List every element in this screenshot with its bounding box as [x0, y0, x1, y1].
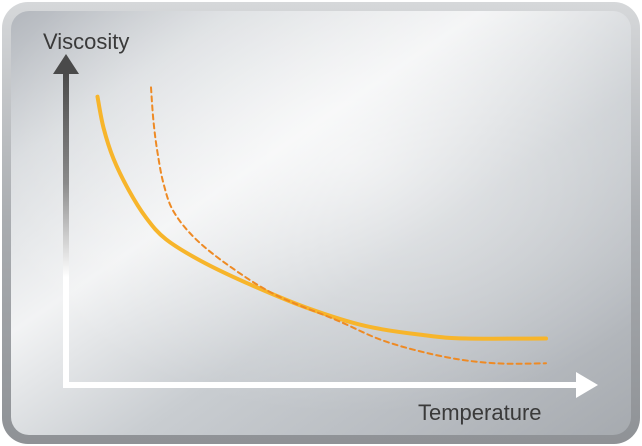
series-line-dashed: [150, 86, 547, 365]
x-axis-label: Temperature: [418, 400, 542, 425]
x-axis-arrow: [576, 372, 598, 398]
plot-sheen: [11, 11, 631, 435]
y-axis-label: Viscosity: [43, 29, 129, 54]
series-layer: [95, 86, 548, 365]
x-axis-line: [63, 382, 578, 388]
series-line-solid: [95, 94, 548, 341]
axes: [53, 54, 598, 398]
y-axis-arrow: [53, 54, 79, 74]
y-axis-line: [63, 72, 69, 388]
